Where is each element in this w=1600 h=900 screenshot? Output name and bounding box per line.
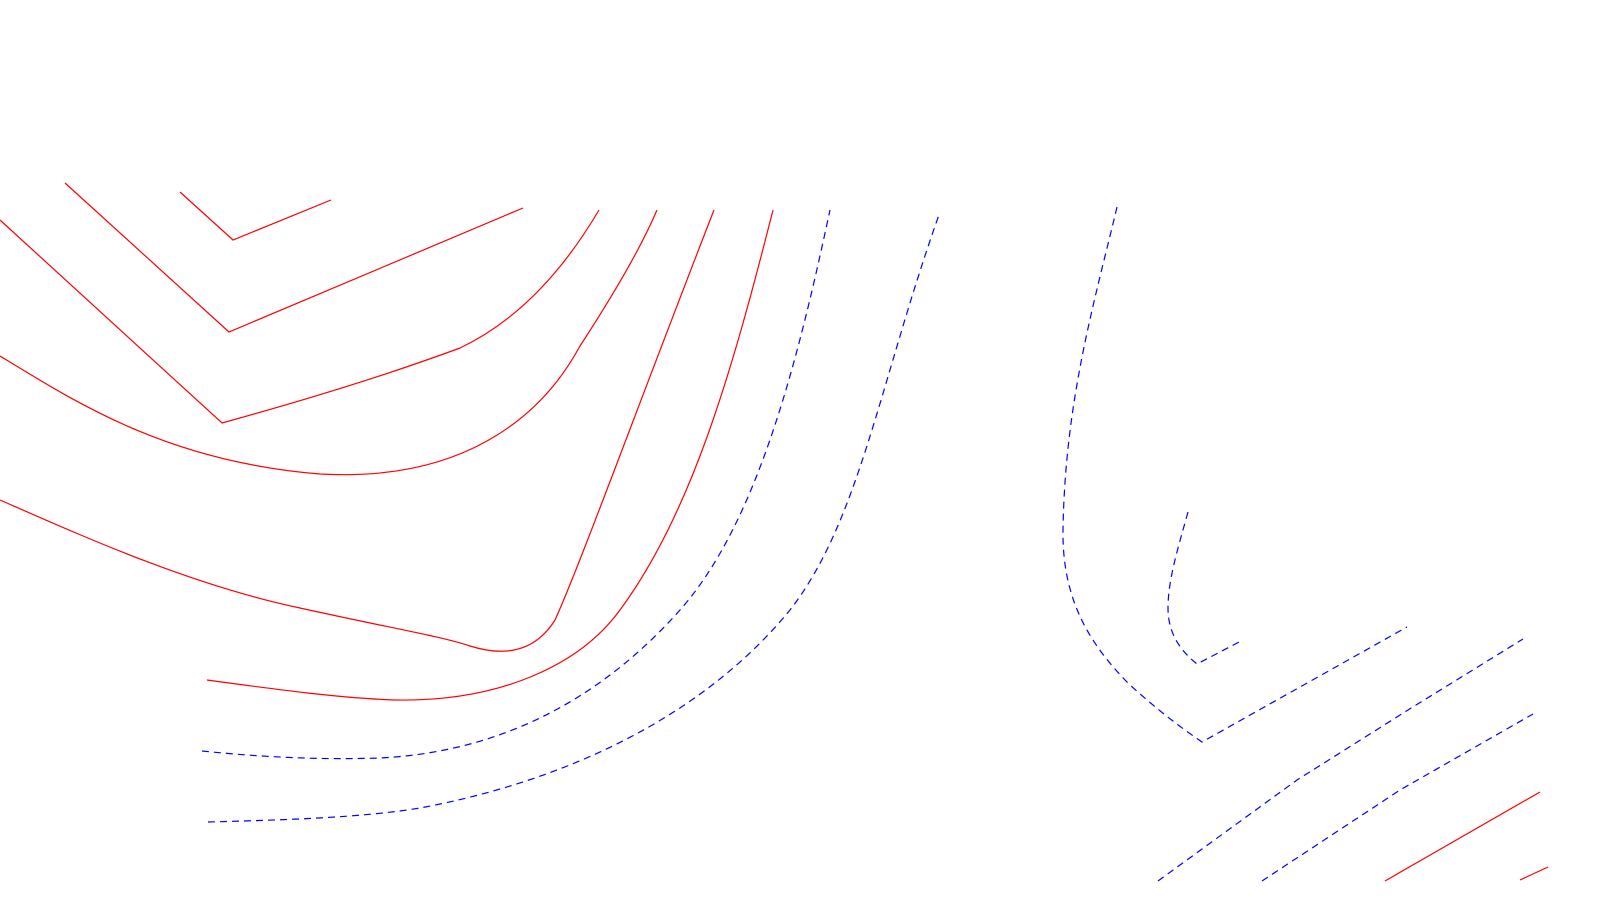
contour-line-red-5 [0,209,715,652]
contour-line-red-4 [0,209,658,476]
contour-line-red-3 [0,209,600,424]
contour-line-red-1 [179,191,332,241]
contour-line-red-7 [1384,791,1541,882]
contour-line-blue-1 [201,209,831,760]
contour-line-red-2 [64,182,524,333]
contour-line-blue-6 [1261,713,1534,882]
contour-line-blue-3 [1062,206,1408,743]
contour-line-blue-4 [1167,511,1242,665]
contour-line-blue-5 [1157,638,1524,882]
contour-line-red-8 [1519,866,1549,881]
contour-line-blue-2 [207,211,941,823]
contour-line-red-6 [206,209,774,701]
